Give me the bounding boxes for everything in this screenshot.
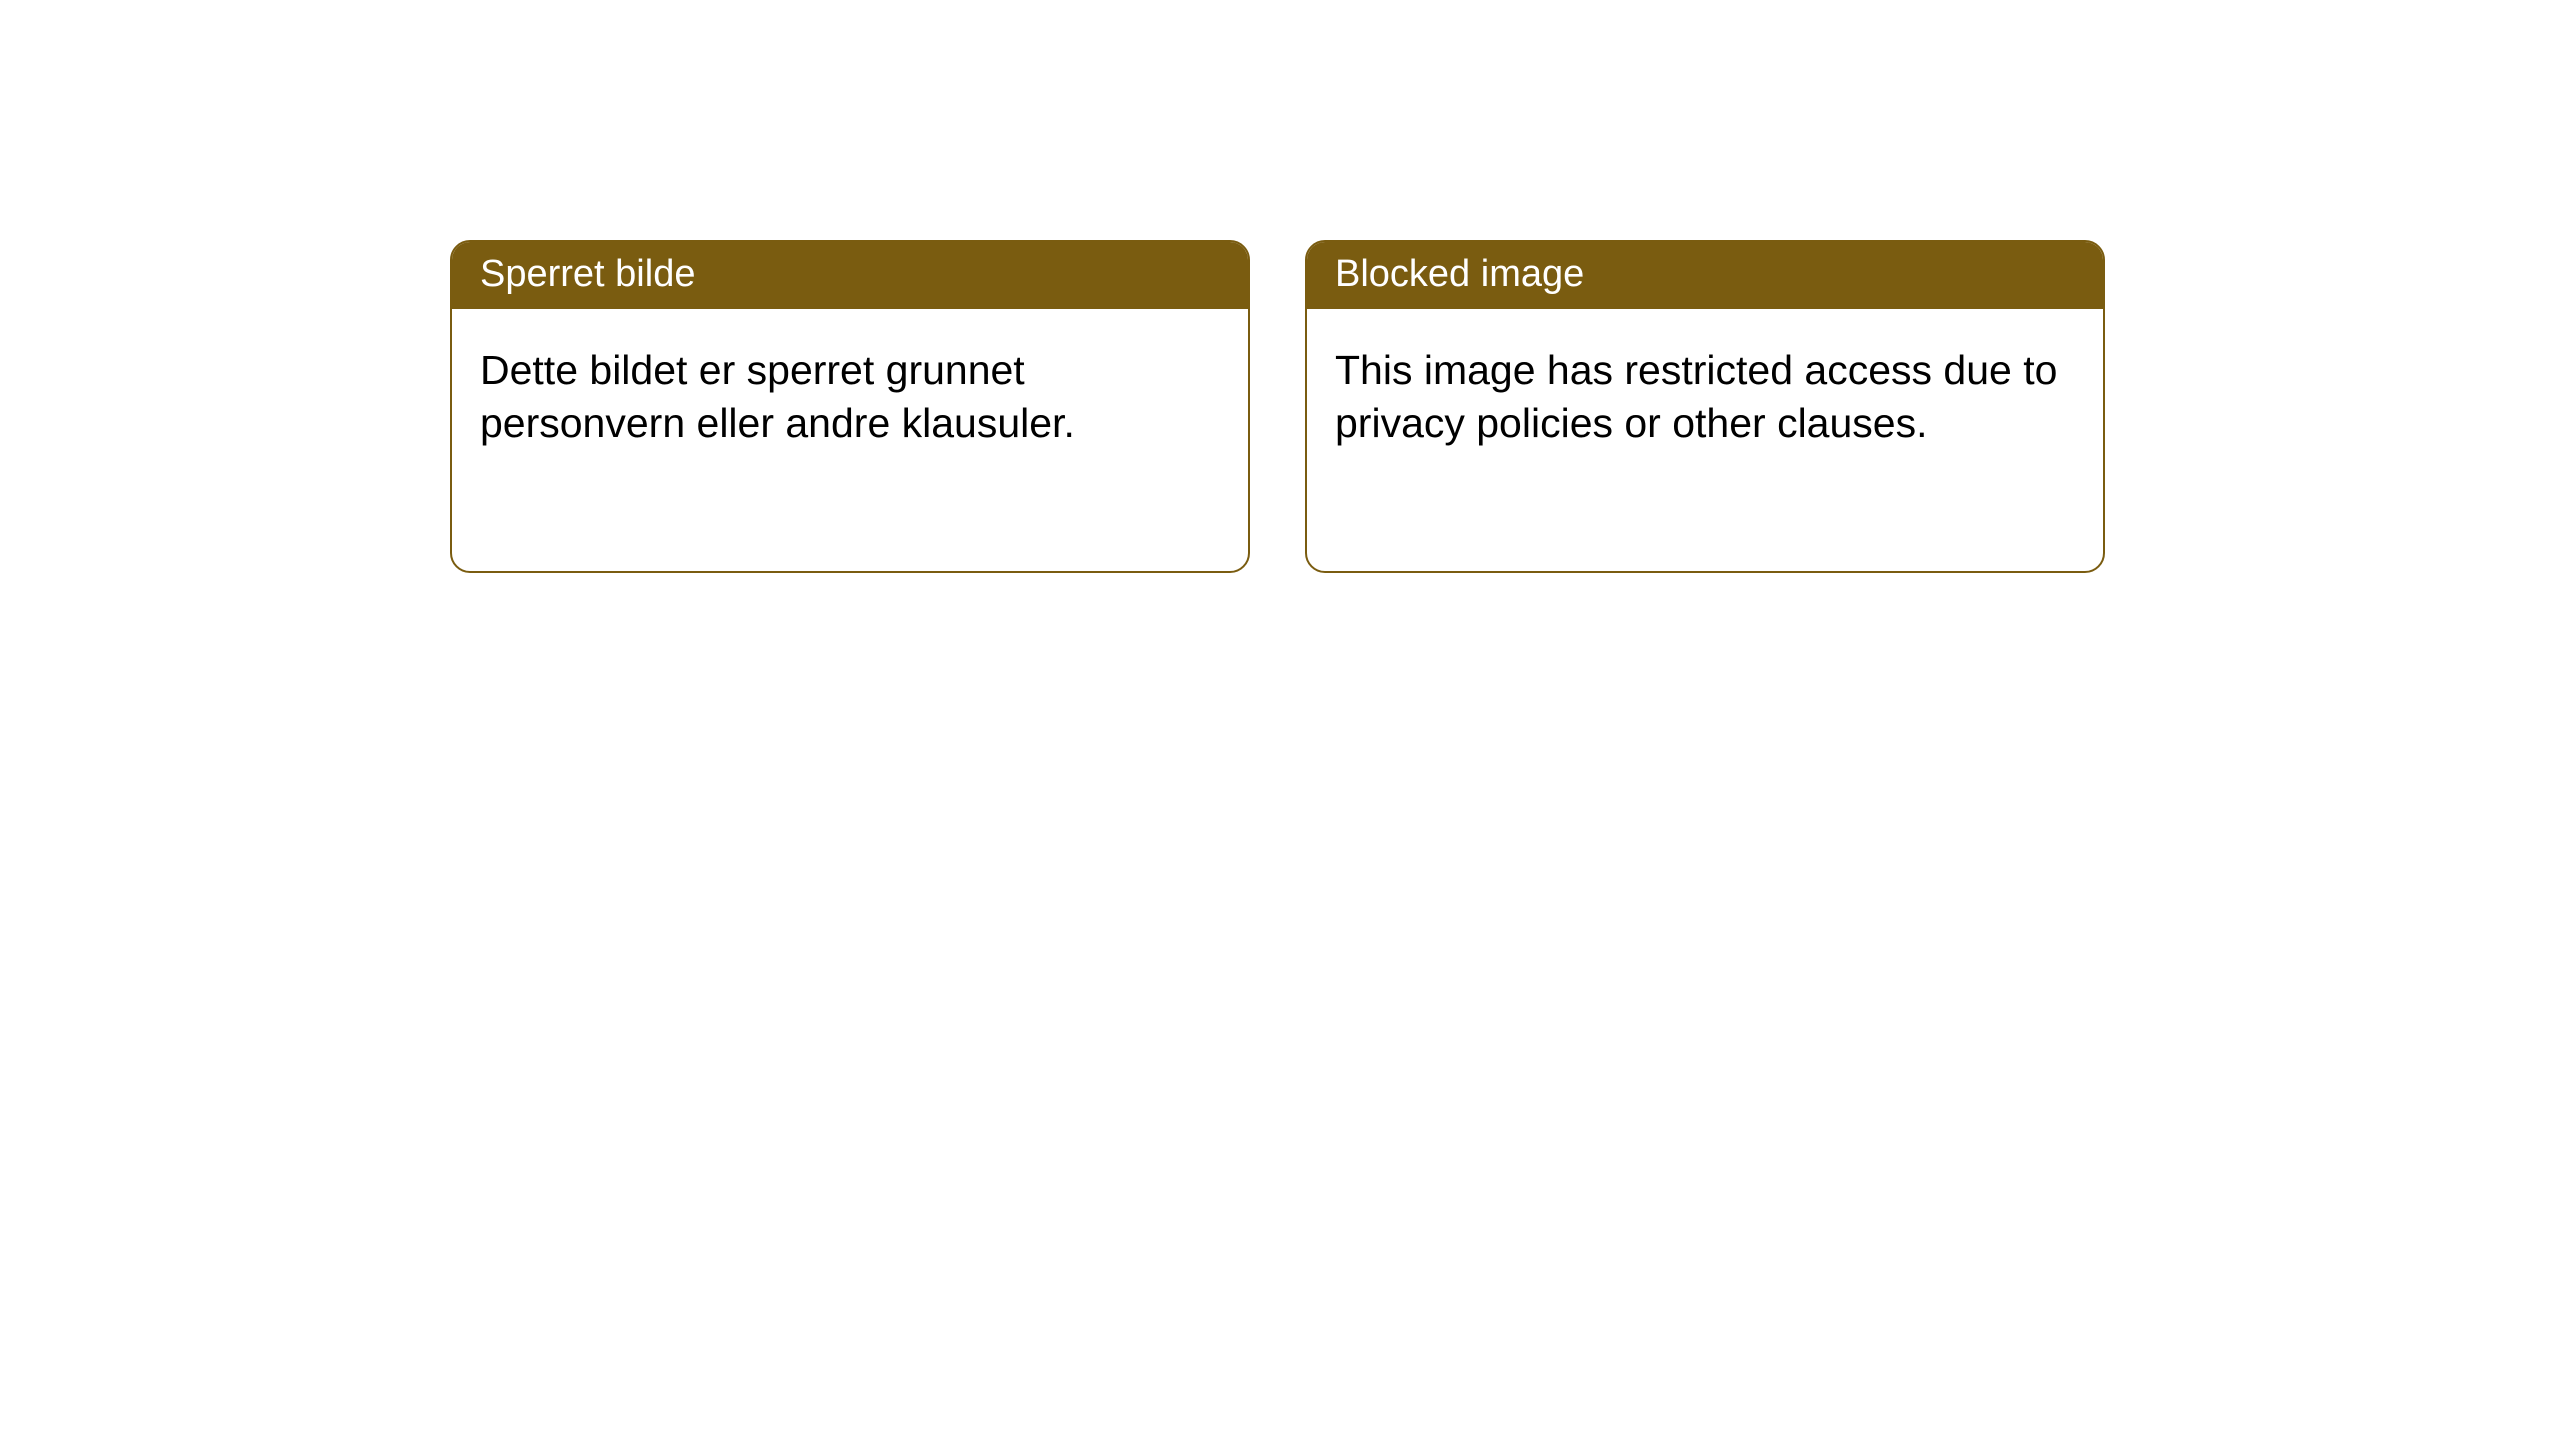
card-title: Blocked image xyxy=(1335,253,1584,295)
card-header: Blocked image xyxy=(1307,242,2103,309)
card-body: This image has restricted access due to … xyxy=(1307,309,2103,484)
notice-card-norwegian: Sperret bilde Dette bildet er sperret gr… xyxy=(450,240,1250,573)
card-body-text: Dette bildet er sperret grunnet personve… xyxy=(480,347,1075,445)
card-header: Sperret bilde xyxy=(452,242,1248,309)
card-body-text: This image has restricted access due to … xyxy=(1335,347,2057,445)
card-title: Sperret bilde xyxy=(480,253,695,295)
card-body: Dette bildet er sperret grunnet personve… xyxy=(452,309,1248,484)
notice-card-english: Blocked image This image has restricted … xyxy=(1305,240,2105,573)
notice-cards-container: Sperret bilde Dette bildet er sperret gr… xyxy=(450,240,2105,573)
